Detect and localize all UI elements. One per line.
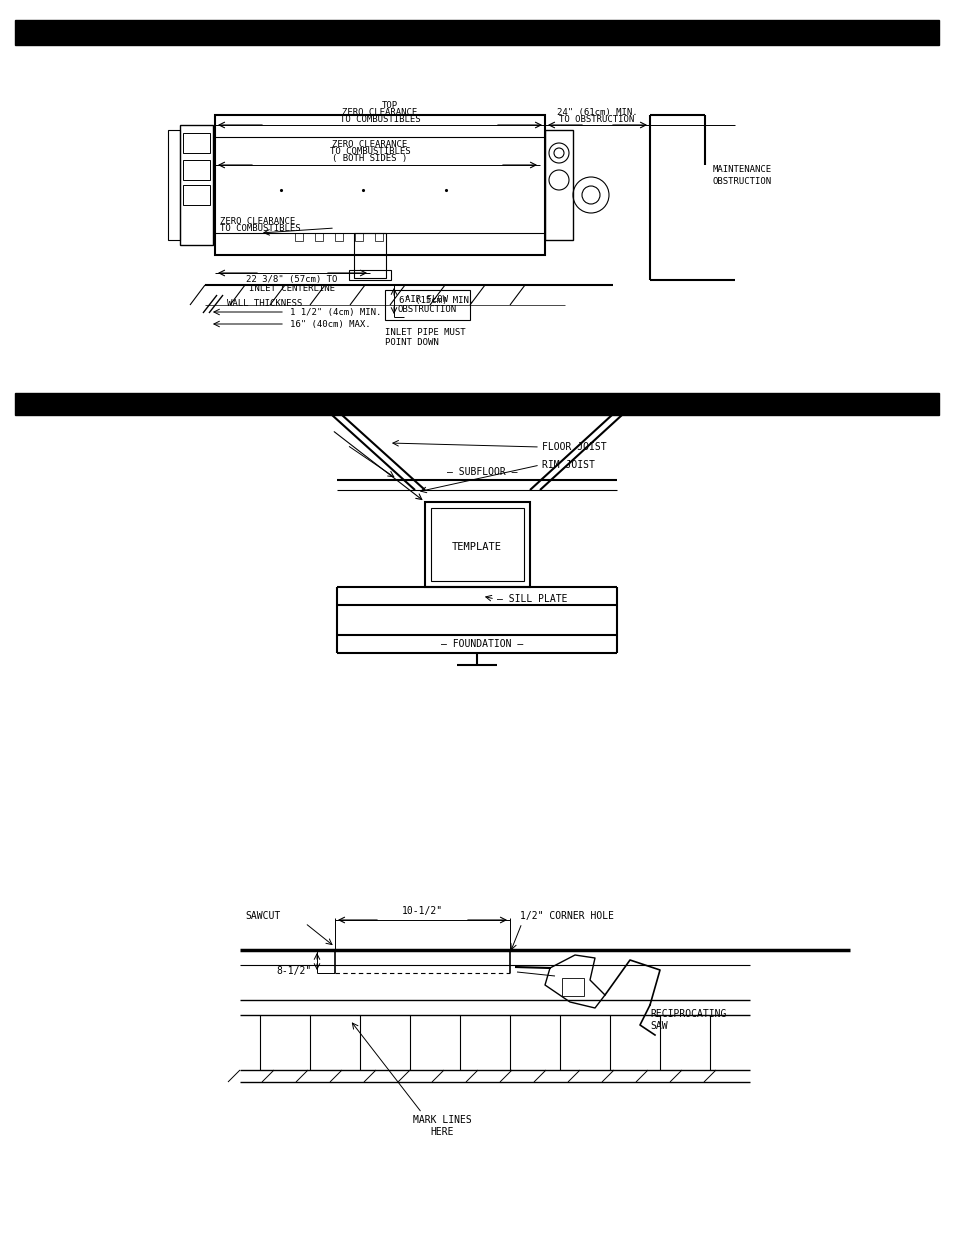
Text: RECIPROCATING
SAW: RECIPROCATING SAW (649, 1009, 725, 1031)
Bar (431, 508, 523, 580)
Text: 22 3/8" (57cm) TO: 22 3/8" (57cm) TO (246, 275, 337, 284)
Bar (314, 233, 323, 241)
Bar (544, 130, 573, 240)
Bar (15, 20, 938, 44)
Bar (168, 130, 180, 240)
Bar (349, 270, 391, 280)
Text: — FOUNDATION —: — FOUNDATION — (440, 638, 522, 650)
Text: OBSTRUCTION: OBSTRUCTION (712, 178, 771, 186)
Text: AIR FLOW: AIR FLOW (405, 294, 448, 304)
Text: POINT DOWN: POINT DOWN (385, 338, 438, 347)
Text: 8-1/2": 8-1/2" (276, 966, 312, 976)
Text: INLET PIPE MUST: INLET PIPE MUST (385, 329, 465, 337)
Bar (183, 133, 210, 153)
Bar (385, 290, 470, 320)
Text: RIM JOIST: RIM JOIST (541, 459, 595, 471)
Text: 24" (61cm) MIN.: 24" (61cm) MIN. (557, 107, 637, 117)
Text: 16" (40cm) MAX.: 16" (40cm) MAX. (290, 320, 370, 329)
Bar (15, 393, 938, 415)
Text: TOP: TOP (381, 101, 397, 110)
Text: MARK LINES
HERE: MARK LINES HERE (413, 1115, 471, 1136)
Text: INLET CENTERLINE: INLET CENTERLINE (249, 284, 335, 293)
Text: ( BOTH SIDES ): ( BOTH SIDES ) (332, 154, 407, 163)
Text: TO OBSTRUCTION: TO OBSTRUCTION (558, 115, 634, 124)
Text: 10-1/2": 10-1/2" (401, 906, 442, 916)
Text: MAINTENANCE: MAINTENANCE (712, 165, 771, 174)
Text: OBSTRUCTION: OBSTRUCTION (397, 305, 456, 315)
Bar (183, 185, 210, 205)
Bar (375, 233, 382, 241)
Text: — SUBFLOOR —: — SUBFLOOR — (446, 467, 517, 477)
Text: TO COMBUSTIBLES: TO COMBUSTIBLES (220, 224, 300, 233)
Text: SAWCUT: SAWCUT (245, 911, 280, 921)
Text: WALL THICKNESS: WALL THICKNESS (227, 299, 302, 308)
Text: 1 1/2" (4cm) MIN.: 1 1/2" (4cm) MIN. (290, 308, 381, 316)
Text: — SILL PLATE: — SILL PLATE (497, 594, 567, 604)
Bar (424, 501, 530, 587)
Bar (354, 233, 386, 278)
Text: ZERO CLEARANCE: ZERO CLEARANCE (220, 217, 294, 226)
Bar (180, 125, 213, 245)
Text: ZERO CLEARANCE: ZERO CLEARANCE (332, 140, 407, 149)
Bar (335, 233, 343, 241)
Text: FLOOR JOIST: FLOOR JOIST (541, 442, 606, 452)
Bar (183, 161, 210, 180)
Text: ZERO CLEARANCE: ZERO CLEARANCE (342, 107, 417, 117)
Bar (561, 978, 583, 995)
Bar (214, 115, 544, 254)
Bar (294, 233, 303, 241)
Text: TEMPLATE: TEMPLATE (452, 542, 501, 552)
Text: 1/2" CORNER HOLE: 1/2" CORNER HOLE (519, 911, 614, 921)
Text: TO COMBUSTIBLES: TO COMBUSTIBLES (339, 115, 420, 124)
Text: 6" (15cm) MIN.: 6" (15cm) MIN. (398, 296, 474, 305)
Bar (355, 233, 363, 241)
Text: TO COMBUSTIBLES: TO COMBUSTIBLES (330, 147, 410, 156)
